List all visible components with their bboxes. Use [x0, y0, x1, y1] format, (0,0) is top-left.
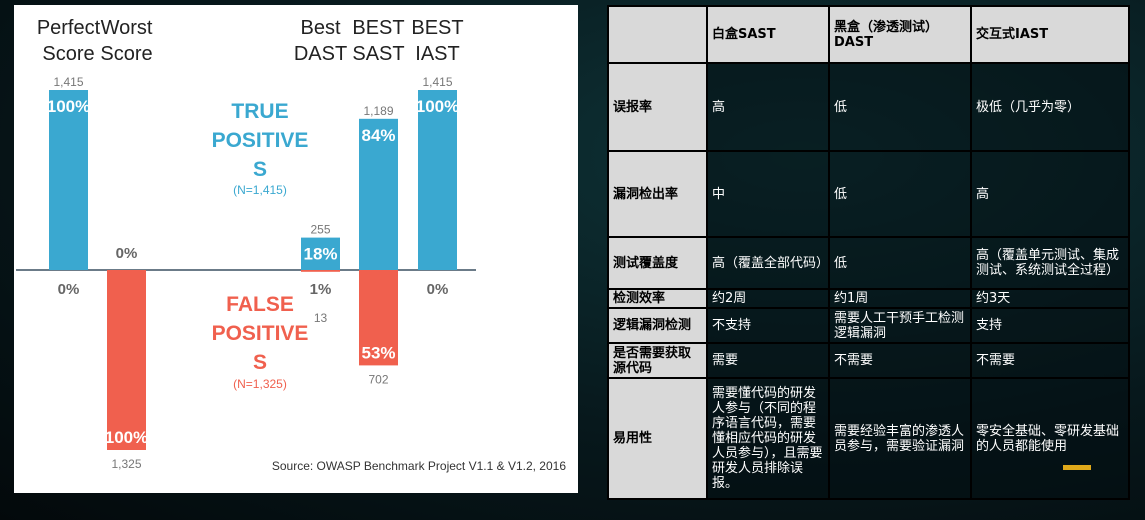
row-header: 漏洞检出率	[607, 150, 708, 238]
fp-bar	[301, 270, 340, 272]
fp-count-label: 702	[368, 372, 388, 386]
table-cell: 低	[828, 236, 972, 290]
tp-bar	[49, 90, 88, 270]
tp-bar	[359, 118, 398, 270]
tp-title: S	[253, 158, 267, 181]
table-row: 误报率高低极低（几乎为零）	[607, 62, 1130, 152]
fp-percent-label: 100%	[105, 428, 148, 447]
column-header: 白盒SAST	[706, 5, 830, 64]
tp-bar	[418, 90, 457, 270]
page-marker	[1063, 465, 1091, 470]
fp-title: S	[253, 351, 267, 374]
table-cell: 约1周	[828, 288, 972, 309]
fp-percent-label: 53%	[361, 343, 395, 362]
fp-title: POSITIVE	[212, 322, 309, 345]
tp-note: (N=1,415)	[233, 183, 287, 197]
fp-percent-label: 0%	[427, 281, 449, 298]
table-cell: 中	[706, 150, 830, 238]
tp-title: TRUE	[231, 100, 288, 123]
tp-percent-label: 84%	[361, 126, 395, 145]
table-row: 逻辑漏洞检测 不支持 需要人工干预手工检测逻辑漏洞 支持	[607, 307, 1130, 344]
fp-bar	[359, 270, 398, 366]
chart-svg: PerfectScoreWorstScoreBestDASTBESTSASTBE…	[16, 17, 566, 473]
tp-percent-label: 100%	[416, 97, 459, 116]
row-header: 逻辑漏洞检测	[607, 307, 708, 344]
tp-count-label: 1,189	[363, 104, 393, 118]
row-header: 误报率	[607, 62, 708, 152]
table-cell: 需要经验丰富的渗透人员参与，需要验证漏洞	[828, 377, 972, 500]
tp-percent-label: 100%	[47, 97, 90, 116]
row-header: 测试覆盖度	[607, 236, 708, 290]
table-cell: 不支持	[706, 307, 830, 344]
fp-percent-label: 0%	[58, 281, 80, 298]
row-header: 是否需要获取源代码	[607, 342, 708, 379]
table-row: 易用性 需要懂代码的研发人参与（不同的程序语言代码，需要懂相应代码的研发人员参与）…	[607, 377, 1130, 500]
category-label: SAST	[352, 43, 404, 65]
fp-note: (N=1,325)	[233, 377, 287, 391]
table-cell: 低	[828, 62, 972, 152]
tp-count-label: 1,415	[422, 75, 452, 89]
category-label: BEST	[352, 17, 404, 39]
table-cell: 不需要	[828, 342, 972, 379]
source-note: Source: OWASP Benchmark Project V1.1 & V…	[272, 459, 566, 473]
table-row: 是否需要获取源代码 需要 不需要 不需要	[607, 342, 1130, 379]
table-cell: 低	[828, 150, 972, 238]
category-label: Score	[100, 43, 152, 65]
tp-percent-label: 18%	[303, 245, 337, 264]
table-cell: 支持	[970, 307, 1130, 344]
column-header	[607, 5, 708, 64]
table-cell: 不需要	[970, 342, 1130, 379]
category-label: BEST	[411, 17, 463, 39]
table-cell: 约3天	[970, 288, 1130, 309]
category-label: Perfect	[37, 17, 101, 39]
fp-count-label: 1,325	[111, 457, 141, 471]
table-cell: 约2周	[706, 288, 830, 309]
category-label: IAST	[415, 43, 459, 65]
fp-title: FALSE	[226, 293, 294, 316]
table-cell: 需要	[706, 342, 830, 379]
table-cell: 极低（几乎为零）	[970, 62, 1130, 152]
table-row: 测试覆盖度 高（覆盖全部代码）低高（覆盖单元测试、集成测试、系统测试全过程）	[607, 236, 1130, 290]
row-header: 易用性	[607, 377, 708, 500]
table-cell: 需要人工干预手工检测逻辑漏洞	[828, 307, 972, 344]
table-cell: 高（覆盖单元测试、集成测试、系统测试全过程）	[970, 236, 1130, 290]
benchmark-chart: Perfect Score Worst Score Best DAST BEST SAST BE…	[14, 5, 578, 493]
tp-bar	[301, 237, 340, 270]
column-header: 交互式IAST	[970, 5, 1130, 64]
comparison-table: 白盒SAST 黑盒（渗透测试）DAST 交互式IAST 误报率高低极低（几乎为零） 漏洞…	[607, 5, 1130, 500]
tp-count-label: 255	[310, 223, 330, 237]
category-label: Best	[300, 17, 340, 39]
tp-count-label: 1,415	[53, 75, 83, 89]
table-row: 漏洞检出率中低高	[607, 150, 1130, 238]
category-label: Score	[42, 43, 94, 65]
tp-percent-label: 0%	[116, 245, 138, 262]
table-cell: 高	[970, 150, 1130, 238]
row-header: 检测效率	[607, 288, 708, 309]
column-header: 黑盒（渗透测试）DAST	[828, 5, 972, 64]
fp-count-label: 13	[314, 311, 328, 325]
tp-title: POSITIVE	[212, 129, 309, 152]
table-header-row: 白盒SAST 黑盒（渗透测试）DAST 交互式IAST	[607, 5, 1130, 64]
table-cell: 需要懂代码的研发人参与（不同的程序语言代码，需要懂相应代码的研发人员参与），且需…	[706, 377, 830, 500]
table-cell: 高（覆盖全部代码）	[706, 236, 830, 290]
category-label: Worst	[101, 17, 153, 39]
fp-bar	[107, 270, 146, 450]
fp-percent-label: 1%	[310, 281, 332, 298]
table-row: 检测效率 约2周 约1周 约3天	[607, 288, 1130, 309]
table-cell: 高	[706, 62, 830, 152]
category-label: DAST	[294, 43, 347, 65]
table-cell: 零安全基础、零研发基础的人员都能使用	[970, 377, 1130, 500]
